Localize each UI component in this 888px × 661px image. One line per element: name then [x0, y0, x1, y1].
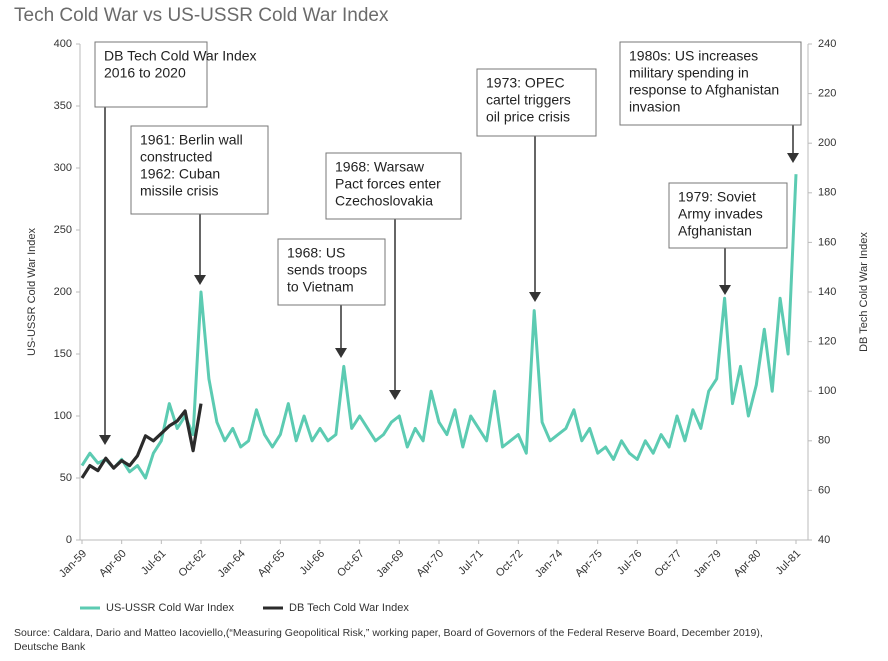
y2-axis-label: DB Tech Cold War Index — [858, 232, 870, 352]
annotation-box — [94, 41, 208, 108]
annotation-text: constructed — [140, 149, 212, 165]
source: Deutsche Bank — [14, 641, 86, 653]
annotation-text: 1980s: US increases — [629, 48, 758, 64]
annotation-text: 1968: Warsaw — [335, 159, 425, 175]
annotation-text: 1961: Berlin wall — [140, 132, 243, 148]
annotation-text: Army invades — [678, 206, 763, 222]
annotation-text: 1979: Soviet — [678, 189, 756, 205]
annotation-text: Pact forces enter — [335, 176, 441, 192]
annotation-arrowhead — [529, 292, 541, 302]
annotation-text: military spending in — [629, 65, 749, 81]
annotation-box — [325, 152, 462, 220]
y-tick-label: 200 — [54, 286, 72, 298]
y2-tick-label: 160 — [818, 236, 836, 248]
y2-tick-label: 60 — [818, 484, 830, 496]
y2-tick-label: 80 — [818, 435, 830, 447]
annotation-text: 1968: US — [287, 245, 345, 261]
annotation-arrowhead — [719, 285, 731, 295]
y2-tick-label: 220 — [818, 88, 836, 100]
legend-label: US-USSR Cold War Index — [106, 602, 234, 614]
y2-tick-label: 140 — [818, 286, 836, 298]
annotation-box — [668, 182, 788, 249]
y2-tick-label: 180 — [818, 187, 836, 199]
y2-tick-label: 200 — [818, 137, 836, 149]
legend-label: DB Tech Cold War Index — [289, 602, 409, 614]
annotation-box — [619, 41, 802, 126]
annotation-box — [476, 68, 597, 137]
annotation-box — [130, 125, 269, 215]
y-tick-label: 0 — [66, 534, 72, 546]
series-line — [80, 403, 203, 479]
chart-title: Tech Cold War vs US-USSR Cold War Index — [14, 5, 389, 26]
annotation-text: Afghanistan — [678, 223, 752, 239]
annotation-text: missile crisis — [140, 183, 219, 199]
y-tick-label: 150 — [54, 348, 72, 360]
y2-tick-label: 100 — [818, 385, 836, 397]
annotation-text: 1973: OPEC — [486, 75, 565, 91]
annotation-arrowhead — [787, 153, 799, 163]
annotation-arrowhead — [99, 435, 111, 445]
y2-tick-label: 40 — [818, 534, 830, 546]
y-tick-label: 300 — [54, 162, 72, 174]
annotation-text: to Vietnam — [287, 279, 354, 295]
y-axis-label: US-USSR Cold War Index — [26, 228, 38, 356]
annotation-text: invasion — [629, 99, 680, 115]
y2-tick-label: 120 — [818, 336, 836, 348]
annotation-text: DB Tech Cold War Index — [104, 48, 257, 64]
y-tick-label: 100 — [54, 410, 72, 422]
annotation-text: sends troops — [287, 262, 367, 278]
annotation-text: response to Afghanistan — [629, 82, 779, 98]
y-tick-label: 250 — [54, 224, 72, 236]
source: Source: Caldara, Dario and Matteo Iacovi… — [14, 627, 763, 639]
annotation-text: oil price crisis — [486, 109, 570, 125]
annotation-text: 1962: Cuban — [140, 166, 220, 182]
annotation-arrowhead — [194, 275, 206, 285]
annotation-text: Czechoslovakia — [335, 193, 433, 209]
annotation-box — [277, 238, 386, 306]
annotation-arrowhead — [335, 348, 347, 358]
y2-tick-label: 240 — [818, 38, 836, 50]
series-line — [80, 174, 798, 480]
y-tick-label: 400 — [54, 38, 72, 50]
y-tick-label: 350 — [54, 100, 72, 112]
annotation-text: cartel triggers — [486, 92, 571, 108]
y-tick-label: 50 — [60, 472, 72, 484]
annotation-text: 2016 to 2020 — [104, 65, 186, 81]
annotation-arrowhead — [389, 390, 401, 400]
